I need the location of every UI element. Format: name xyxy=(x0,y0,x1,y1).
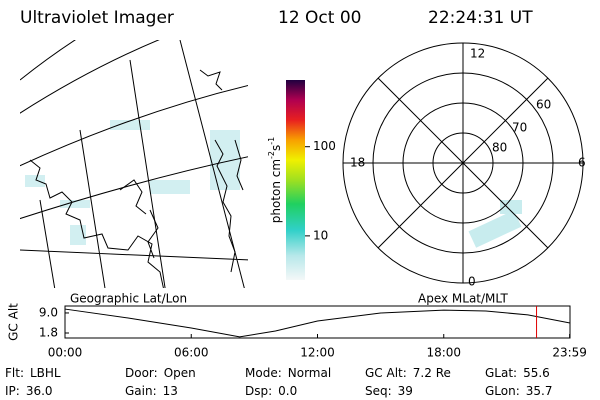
date: 12 Oct 00 xyxy=(278,8,361,28)
altitude-frame xyxy=(64,305,571,339)
time: 22:24:31 UT xyxy=(428,8,533,28)
x-tick-label: 00:00 xyxy=(48,346,83,360)
info-value: Open xyxy=(164,366,196,380)
info-field: GLat: 55.6 xyxy=(485,366,550,380)
mlt-label: 0 xyxy=(468,275,476,289)
mlat-label: 70 xyxy=(512,121,527,135)
colorbar-tick-label: 10 xyxy=(313,228,328,242)
map-label: Geographic Lat/Lon xyxy=(70,292,187,306)
mlt-label: 18 xyxy=(350,156,365,170)
info-field: GC Alt: 7.2 Re xyxy=(365,366,451,380)
mlt-label: 12 xyxy=(470,47,485,61)
colorbar-tick-label: 100 xyxy=(313,139,336,153)
info-label: Door: xyxy=(125,366,158,380)
mlat-label: 60 xyxy=(536,98,551,112)
x-tick-label: 18:00 xyxy=(426,346,461,360)
info-label: Flt: xyxy=(5,366,24,380)
info-field: GLon: 35.7 xyxy=(485,384,552,398)
info-field: Dsp: 0.0 xyxy=(245,384,297,398)
info-value: 55.6 xyxy=(523,366,550,380)
info-field: Flt: LBHL xyxy=(5,366,61,380)
info-value: 39 xyxy=(398,384,413,398)
info-value: 0.0 xyxy=(278,384,297,398)
info-label: Seq: xyxy=(365,384,392,398)
polar-label: Apex MLat/MLT xyxy=(418,292,508,306)
info-label: GC Alt: xyxy=(365,366,407,380)
info-label: GLon: xyxy=(485,384,520,398)
x-tick-label: 12:00 xyxy=(300,346,335,360)
map xyxy=(20,40,248,288)
mlt-label: 6 xyxy=(578,156,586,170)
info-value: 35.7 xyxy=(526,384,553,398)
info-field: Mode: Normal xyxy=(245,366,331,380)
info-label: IP: xyxy=(5,384,20,398)
info-label: Dsp: xyxy=(245,384,272,398)
info-label: GLat: xyxy=(485,366,517,380)
y-tick-label: 9.0 xyxy=(39,305,58,319)
altitude-line xyxy=(64,308,571,338)
colorbar-label: photon cm-2s-1 xyxy=(267,137,283,224)
mlat-label: 80 xyxy=(492,141,507,155)
info-field: Door: Open xyxy=(125,366,196,380)
info-field: IP: 36.0 xyxy=(5,384,53,398)
info-field: Gain: 13 xyxy=(125,384,178,398)
info-label: Gain: xyxy=(125,384,157,398)
info-label: Mode: xyxy=(245,366,282,380)
info-value: 13 xyxy=(163,384,178,398)
info-field: Seq: 39 xyxy=(365,384,413,398)
colorbar xyxy=(286,80,305,280)
y-axis-label: GC Alt xyxy=(7,303,21,341)
polar-plot xyxy=(342,42,584,284)
title: Ultraviolet Imager xyxy=(20,8,174,28)
x-tick-label: 06:00 xyxy=(174,346,209,360)
y-tick-label: 1.8 xyxy=(39,325,58,339)
info-value: 7.2 Re xyxy=(413,366,451,380)
info-value: LBHL xyxy=(30,366,61,380)
info-value: Normal xyxy=(288,366,331,380)
x-tick-label: 23:59 xyxy=(552,346,587,360)
info-value: 36.0 xyxy=(26,384,53,398)
